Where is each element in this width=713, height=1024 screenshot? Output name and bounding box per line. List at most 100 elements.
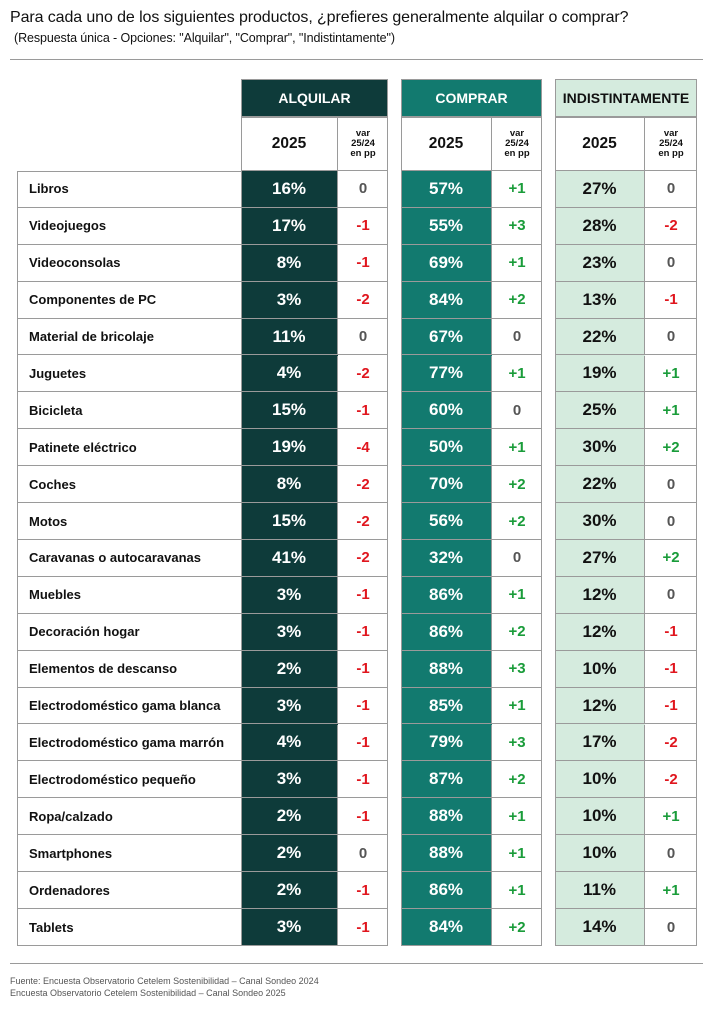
value-column-alquilar xyxy=(241,171,338,946)
variation-comprar: +2 xyxy=(492,614,542,651)
value-indistintamente: 13% xyxy=(555,281,645,319)
variation-alquilar: -1 xyxy=(338,761,388,799)
variation-indistintamente: -2 xyxy=(645,208,697,245)
value-comprar: 87% xyxy=(401,761,492,799)
variation-indistintamente: 0 xyxy=(645,503,697,540)
value-comprar: 32% xyxy=(401,540,492,577)
value-alquilar: 4% xyxy=(241,355,338,393)
row-label: Patinete eléctrico xyxy=(17,429,241,467)
row-label: Ordenadores xyxy=(17,872,241,909)
variation-indistintamente: 0 xyxy=(645,319,697,356)
variation-alquilar: -2 xyxy=(338,503,388,540)
variation-alquilar: -1 xyxy=(338,798,388,836)
variation-comprar: 0 xyxy=(492,392,542,430)
value-comprar: 86% xyxy=(401,613,492,651)
value-indistintamente: 10% xyxy=(555,798,645,836)
value-comprar: 85% xyxy=(401,687,492,725)
value-alquilar: 3% xyxy=(241,281,338,319)
value-alquilar: 3% xyxy=(241,761,338,799)
value-indistintamente: 30% xyxy=(555,429,645,467)
variation-indistintamente: -1 xyxy=(645,651,697,688)
value-alquilar: 17% xyxy=(241,207,338,245)
row-label: Tablets xyxy=(29,919,74,935)
value-indistintamente: 27% xyxy=(555,540,645,577)
value-alquilar: 3% xyxy=(241,576,338,614)
value-comprar: 79% xyxy=(401,724,492,762)
row-label: Motos xyxy=(17,503,241,540)
group-header-comprar: COMPRAR xyxy=(401,79,542,117)
variation-comprar: +1 xyxy=(492,835,542,873)
value-comprar: 88% xyxy=(401,650,492,688)
row-label: Electrodoméstico gama blanca xyxy=(17,688,241,725)
page-title: Para cada uno de los siguientes producto… xyxy=(10,9,629,26)
value-indistintamente: 10% xyxy=(555,835,645,873)
variation-indistintamente: +1 xyxy=(645,356,697,393)
row-label: Muebles xyxy=(17,577,241,614)
footer-source-2024: Fuente: Encuesta Observatorio Cetelem So… xyxy=(10,976,319,986)
value-indistintamente: 11% xyxy=(555,872,645,909)
row-label: Decoración hogar xyxy=(17,614,241,651)
variation-alquilar: -1 xyxy=(338,577,388,614)
value-indistintamente: 19% xyxy=(555,355,645,393)
variation-alquilar: -1 xyxy=(338,872,388,909)
variation-indistintamente: 0 xyxy=(645,835,697,873)
page-subtitle: (Respuesta única - Opciones: "Alquilar",… xyxy=(14,31,395,45)
variation-comprar: +2 xyxy=(508,918,526,936)
variation-indistintamente: 0 xyxy=(645,245,697,282)
bottom-divider xyxy=(10,963,703,964)
value-comprar: 67% xyxy=(401,318,492,356)
value-indistintamente: 12% xyxy=(555,576,645,614)
variation-indistintamente: +1 xyxy=(645,392,697,430)
row-label: Juguetes xyxy=(17,356,241,393)
value-comprar: 70% xyxy=(401,466,492,504)
value-indistintamente: 22% xyxy=(555,318,645,356)
row-label: Bicicleta xyxy=(17,392,241,430)
variation-comprar: +3 xyxy=(492,208,542,245)
value-comprar: 77% xyxy=(401,355,492,393)
row-label: Electrodoméstico gama marrón xyxy=(17,725,241,762)
group-header-alquilar: ALQUILAR xyxy=(241,79,388,117)
subheader-var-line: 25/24 xyxy=(505,137,529,149)
row-label: Caravanas o autocaravanas xyxy=(17,540,241,577)
variation-alquilar: -1 xyxy=(338,614,388,651)
value-alquilar: 16% xyxy=(241,171,338,208)
value-indistintamente: 30% xyxy=(555,503,645,540)
footer-source-2025: Encuesta Observatorio Cetelem Sostenibil… xyxy=(10,988,286,998)
value-alquilar: 4% xyxy=(241,724,338,762)
subheader-var-comprar: var 25/24 en pp xyxy=(492,117,542,171)
variation-comprar: +1 xyxy=(492,688,542,725)
variation-comprar: +3 xyxy=(492,725,542,762)
variation-alquilar: 0 xyxy=(338,319,388,356)
variation-alquilar: -1 xyxy=(338,245,388,282)
top-divider xyxy=(10,59,703,60)
value-comprar: 60% xyxy=(401,392,492,430)
value-indistintamente: 25% xyxy=(555,392,645,430)
variation-indistintamente: 0 xyxy=(645,577,697,614)
variation-indistintamente: -1 xyxy=(645,282,697,319)
variation-comprar: +2 xyxy=(492,761,542,799)
variation-comprar: +1 xyxy=(492,171,542,208)
variation-indistintamente: +2 xyxy=(645,429,697,467)
variation-comprar: +1 xyxy=(492,577,542,614)
variation-comprar: +2 xyxy=(492,466,542,504)
variation-indistintamente: 0 xyxy=(645,466,697,504)
variation-alquilar: -4 xyxy=(338,429,388,467)
variation-alquilar: 0 xyxy=(338,835,388,873)
subheader-year-comprar: 2025 xyxy=(401,117,492,171)
value-indistintamente: 27% xyxy=(555,171,645,208)
subheader-var-line: en pp xyxy=(350,147,376,159)
variation-alquilar: -2 xyxy=(338,356,388,393)
value-comprar: 86% xyxy=(401,872,492,909)
variation-indistintamente: 0 xyxy=(645,171,697,208)
subheader-var-alquilar: var 25/24 en pp xyxy=(338,117,388,171)
value-indistintamente: 17% xyxy=(555,724,645,762)
variation-alquilar: -2 xyxy=(338,466,388,504)
value-indistintamente: 28% xyxy=(555,207,645,245)
value-alquilar: 15% xyxy=(241,503,338,540)
variation-alquilar: -1 xyxy=(338,651,388,688)
row-label: Videojuegos xyxy=(17,208,241,245)
variation-comprar: +1 xyxy=(492,798,542,836)
variation-indistintamente: 0 xyxy=(666,918,676,936)
value-alquilar: 2% xyxy=(241,798,338,836)
row-label: Coches xyxy=(17,466,241,504)
